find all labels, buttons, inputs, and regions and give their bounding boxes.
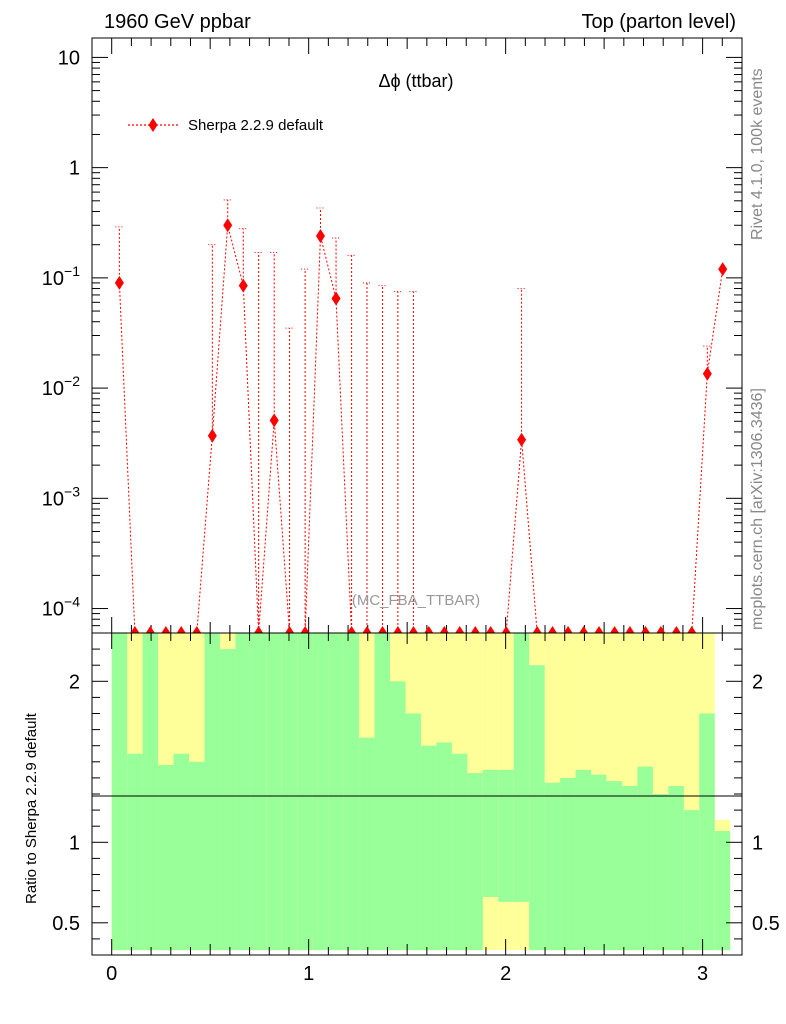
green-band-bin	[359, 737, 375, 951]
green-band-bin	[683, 810, 700, 951]
green-band-bin	[451, 753, 468, 951]
ratio-y-tick-label: 2	[69, 671, 80, 693]
legend-diamond-icon	[148, 118, 158, 132]
green-band-bin	[374, 633, 391, 951]
main-y-tick-label: 10−1	[42, 263, 80, 290]
main-plot-title: Δϕ (ttbar)	[378, 71, 453, 91]
green-band-bin	[652, 794, 669, 951]
header-left: 1960 GeV ppbar	[104, 11, 251, 33]
ratio-y-tick-label-right: 2	[752, 671, 763, 693]
ratio-x-tick-label: 3	[697, 963, 708, 985]
data-point-diamond	[223, 218, 233, 233]
ratio-plot-frame	[91, 632, 743, 956]
green-band-bin	[266, 633, 282, 951]
green-band-bin	[328, 633, 344, 951]
green-band-bin	[127, 753, 143, 951]
ratio-y-tick-label: 0.5	[52, 913, 80, 935]
green-band-bin	[621, 785, 638, 951]
ratio-x-tick-label: 1	[303, 963, 314, 985]
green-band-bin	[714, 831, 731, 951]
ratio-y-tick-label-right: 1	[752, 832, 763, 854]
green-band-bin	[390, 681, 406, 951]
green-band-bin	[158, 765, 174, 951]
green-band-bin	[637, 766, 653, 951]
main-y-tick-label: 10−4	[42, 594, 80, 621]
green-band-bin	[467, 773, 483, 951]
green-band-bin	[189, 761, 205, 951]
ratio-x-tick-label: 0	[106, 963, 117, 985]
data-point-diamond	[702, 366, 712, 381]
main-axis-ticks: 10 1 10−1 10−2 10−3 10−4	[42, 38, 742, 634]
green-band-bin	[312, 633, 329, 951]
green-band-bin	[498, 769, 514, 902]
legend-label: Sherpa 2.2.9 default	[188, 117, 324, 134]
ratio-x-tick-label: 2	[500, 963, 511, 985]
legend: Sherpa 2.2.9 default	[128, 117, 324, 134]
green-band-bin	[513, 633, 530, 902]
green-band-bin	[142, 633, 159, 951]
green-band-bin	[204, 633, 220, 951]
data-point-diamond	[269, 413, 279, 428]
green-band-bin	[420, 745, 437, 951]
main-y-tick-label: 10−2	[42, 373, 80, 400]
green-band-bin	[250, 633, 267, 951]
green-band-bin	[405, 713, 421, 951]
main-series-group	[114, 199, 728, 640]
ratio-y-tick-label: 1	[69, 832, 80, 854]
side-label-rivet: Rivet 4.1.0, 100k events	[749, 68, 766, 240]
green-band-bin	[560, 777, 576, 951]
green-band-bin	[544, 782, 561, 951]
green-band-bin	[606, 781, 622, 951]
data-point-diamond	[114, 275, 124, 290]
ratio-ylabel: Ratio to Sherpa 2.2.9 default	[23, 712, 40, 904]
series-line	[118, 225, 724, 634]
green-band-bin	[529, 665, 545, 951]
green-band-bin	[436, 742, 452, 951]
green-band-bin	[668, 785, 684, 951]
green-band-bin	[219, 649, 236, 951]
header-right: Top (parton level)	[581, 11, 736, 33]
ratio-axis-ticks: 0.5 0.5 1 1 2 2 0 1 2 3	[52, 633, 780, 985]
green-band-bin	[111, 633, 128, 951]
green-band-bin	[235, 633, 251, 951]
data-point-diamond	[331, 291, 341, 306]
data-point-diamond	[315, 228, 325, 243]
main-y-tick-label: 1	[69, 158, 80, 180]
data-point-diamond	[517, 432, 527, 447]
green-band-bin	[343, 633, 360, 951]
green-band-bin	[591, 774, 607, 951]
green-band-bin	[699, 713, 715, 951]
main-y-tick-label: 10	[58, 47, 80, 69]
green-band-bin	[482, 769, 499, 898]
green-band-bin	[281, 633, 298, 951]
main-y-tick-label: 10−3	[42, 483, 80, 510]
green-band-bin	[575, 769, 592, 951]
green-band-bin	[297, 633, 313, 951]
side-label-mcplots: mcplots.cern.ch [arXiv:1306.3436]	[749, 388, 766, 630]
ratio-bands-group	[111, 633, 731, 951]
data-point-diamond	[238, 278, 248, 293]
watermark: (MC_FBA_TTBAR)	[352, 592, 480, 609]
green-band-bin	[173, 753, 190, 951]
data-point-diamond	[207, 428, 217, 443]
ratio-y-tick-label-right: 0.5	[752, 913, 780, 935]
data-point-diamond	[718, 262, 728, 277]
